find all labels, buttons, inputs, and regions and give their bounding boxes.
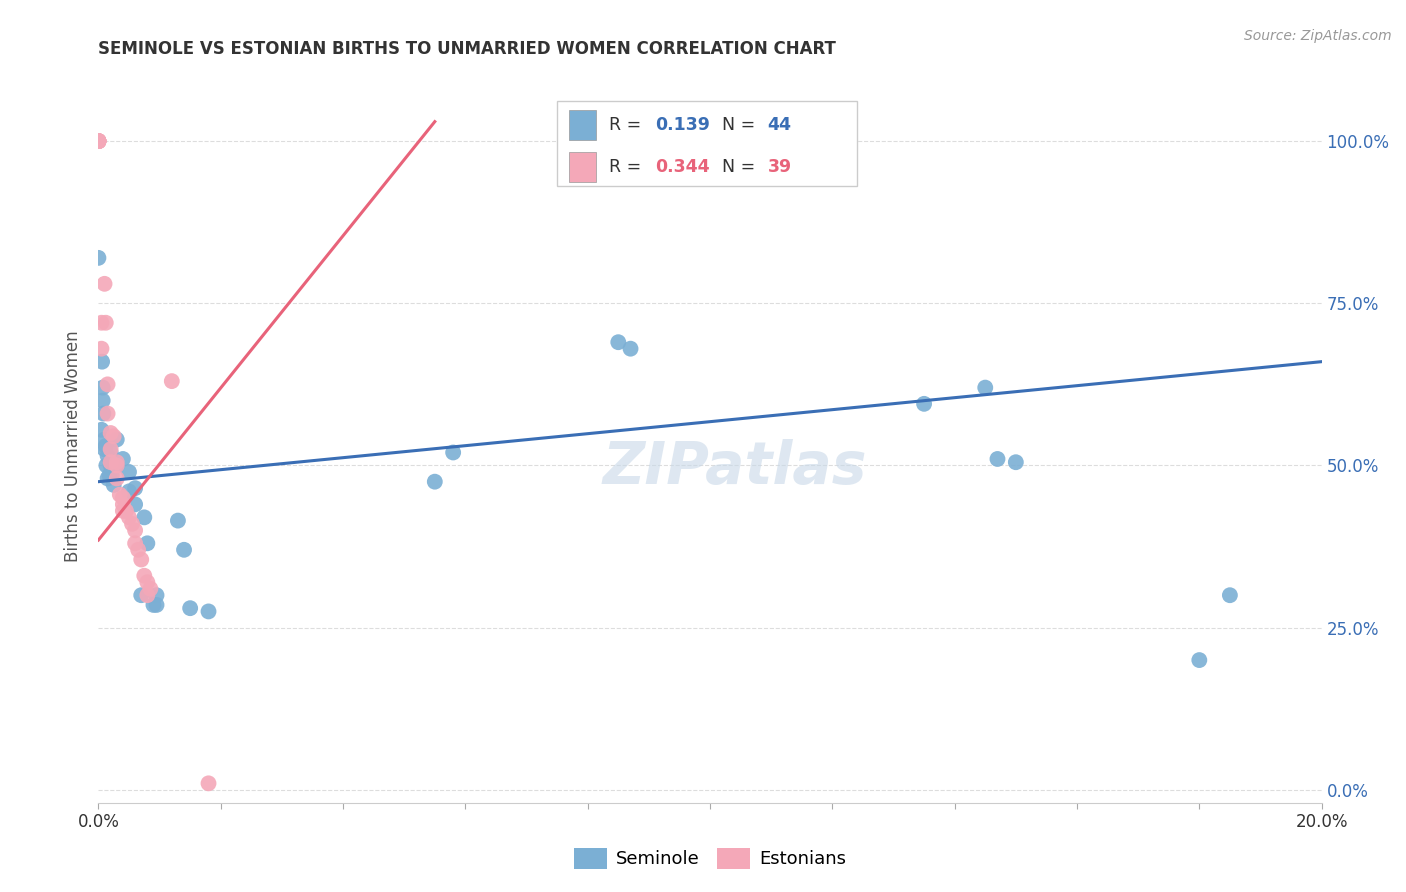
Point bbox=[1219, 588, 1241, 602]
Point bbox=[97, 407, 120, 421]
Point bbox=[197, 604, 219, 618]
Point bbox=[129, 552, 152, 566]
Point bbox=[124, 524, 146, 538]
Point bbox=[96, 458, 118, 473]
Point bbox=[105, 433, 128, 447]
Point bbox=[108, 488, 131, 502]
Point bbox=[145, 588, 167, 602]
Point bbox=[94, 316, 117, 330]
Point bbox=[105, 455, 128, 469]
Point bbox=[129, 588, 152, 602]
Point bbox=[974, 381, 997, 395]
Point bbox=[105, 458, 128, 473]
Point bbox=[87, 134, 110, 148]
Point bbox=[136, 575, 159, 590]
Point bbox=[93, 277, 115, 291]
Point bbox=[100, 445, 122, 459]
Point bbox=[100, 442, 122, 457]
Point bbox=[136, 536, 159, 550]
Point bbox=[111, 497, 134, 511]
Point bbox=[124, 536, 146, 550]
Text: 0.344: 0.344 bbox=[655, 158, 710, 176]
Point bbox=[100, 458, 122, 473]
Text: SEMINOLE VS ESTONIAN BIRTHS TO UNMARRIED WOMEN CORRELATION CHART: SEMINOLE VS ESTONIAN BIRTHS TO UNMARRIED… bbox=[98, 40, 837, 58]
Point bbox=[87, 134, 110, 148]
Text: N =: N = bbox=[723, 116, 761, 134]
Point bbox=[97, 377, 120, 392]
Point bbox=[179, 601, 201, 615]
Point bbox=[118, 465, 141, 479]
Point bbox=[93, 433, 115, 447]
Point bbox=[90, 316, 112, 330]
Text: R =: R = bbox=[609, 116, 647, 134]
Point bbox=[87, 134, 110, 148]
Point bbox=[1004, 455, 1026, 469]
Point bbox=[87, 134, 110, 148]
Point bbox=[121, 516, 143, 531]
Point bbox=[124, 481, 146, 495]
Text: R =: R = bbox=[609, 158, 647, 176]
Point bbox=[912, 397, 935, 411]
Point bbox=[87, 251, 110, 265]
Point bbox=[111, 491, 134, 505]
Point bbox=[97, 471, 120, 485]
Point bbox=[441, 445, 464, 459]
Point bbox=[91, 393, 114, 408]
Point bbox=[103, 429, 125, 443]
Point bbox=[111, 452, 134, 467]
Point bbox=[87, 134, 110, 148]
Text: 0.139: 0.139 bbox=[655, 116, 710, 134]
Text: ZIPatlas: ZIPatlas bbox=[602, 439, 866, 496]
Point bbox=[103, 478, 125, 492]
Point bbox=[986, 452, 1008, 467]
Point bbox=[118, 484, 141, 499]
Point bbox=[93, 442, 115, 457]
Point bbox=[91, 354, 114, 368]
Point bbox=[105, 471, 128, 485]
Point bbox=[134, 568, 156, 582]
FancyBboxPatch shape bbox=[569, 110, 596, 140]
Point bbox=[1188, 653, 1211, 667]
Point bbox=[91, 407, 114, 421]
Point bbox=[118, 510, 141, 524]
Point bbox=[136, 588, 159, 602]
Point bbox=[607, 335, 630, 350]
Point bbox=[134, 510, 156, 524]
Text: Source: ZipAtlas.com: Source: ZipAtlas.com bbox=[1244, 29, 1392, 43]
Point bbox=[160, 374, 183, 388]
Point bbox=[90, 342, 112, 356]
Point bbox=[87, 134, 110, 148]
Point bbox=[91, 381, 114, 395]
Point bbox=[619, 342, 641, 356]
Point bbox=[124, 497, 146, 511]
Point bbox=[105, 458, 128, 473]
Text: N =: N = bbox=[723, 158, 761, 176]
FancyBboxPatch shape bbox=[569, 152, 596, 182]
Point bbox=[100, 425, 122, 440]
Point bbox=[139, 582, 162, 596]
Point bbox=[97, 449, 120, 463]
Point bbox=[90, 423, 112, 437]
Point bbox=[197, 776, 219, 790]
Point bbox=[87, 134, 110, 148]
Point bbox=[127, 542, 149, 557]
Text: 44: 44 bbox=[768, 116, 792, 134]
Point bbox=[101, 468, 124, 483]
Point bbox=[142, 598, 165, 612]
Point bbox=[115, 504, 138, 518]
Point bbox=[167, 514, 190, 528]
Point bbox=[87, 134, 110, 148]
Point bbox=[87, 134, 110, 148]
Point bbox=[100, 455, 122, 469]
Point bbox=[98, 468, 121, 483]
Point bbox=[423, 475, 446, 489]
Point bbox=[173, 542, 195, 557]
Point bbox=[111, 504, 134, 518]
Point bbox=[145, 598, 167, 612]
Point bbox=[94, 439, 117, 453]
FancyBboxPatch shape bbox=[557, 102, 856, 186]
Y-axis label: Births to Unmarried Women: Births to Unmarried Women bbox=[65, 330, 83, 562]
Legend: Seminole, Estonians: Seminole, Estonians bbox=[567, 840, 853, 876]
Text: 39: 39 bbox=[768, 158, 792, 176]
